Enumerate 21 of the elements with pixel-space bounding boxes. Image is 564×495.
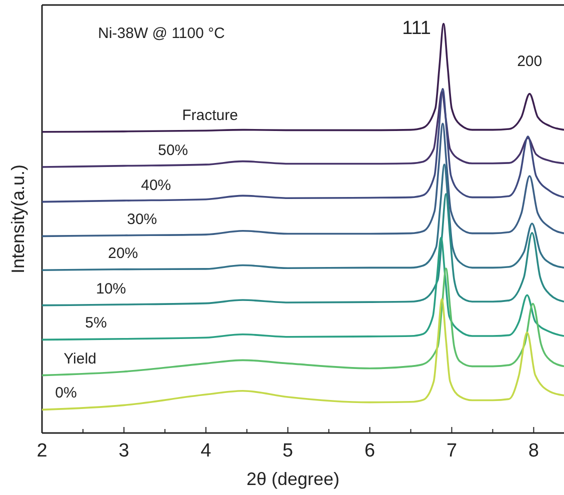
series-label: 50%	[158, 142, 188, 160]
x-tick-label: 8	[528, 440, 539, 462]
series-label: Yield	[64, 350, 96, 368]
x-tick-label: 6	[364, 440, 376, 462]
y-axis-title: Intensity(a.u.)	[8, 164, 28, 274]
series-label: 0%	[55, 384, 77, 402]
x-tick-label: 4	[200, 440, 212, 462]
annotation: 111	[402, 18, 431, 39]
x-tick-label: 5	[282, 440, 294, 462]
series-label: 20%	[108, 245, 138, 262]
series-label: 10%	[96, 280, 126, 298]
annotation: 200	[517, 52, 542, 70]
x-tick-label: 2	[36, 440, 48, 462]
x-axis-title: 2θ (degree)	[246, 469, 340, 489]
x-tick-label: 7	[446, 440, 458, 462]
series-label: 5%	[85, 314, 107, 332]
x-tick-label: 3	[118, 440, 130, 462]
annotation: Ni-38W @ 1100 °C	[98, 25, 225, 42]
series-label: 30%	[126, 211, 158, 228]
series-label: Fracture	[182, 106, 238, 124]
series-label: 40%	[140, 176, 172, 194]
